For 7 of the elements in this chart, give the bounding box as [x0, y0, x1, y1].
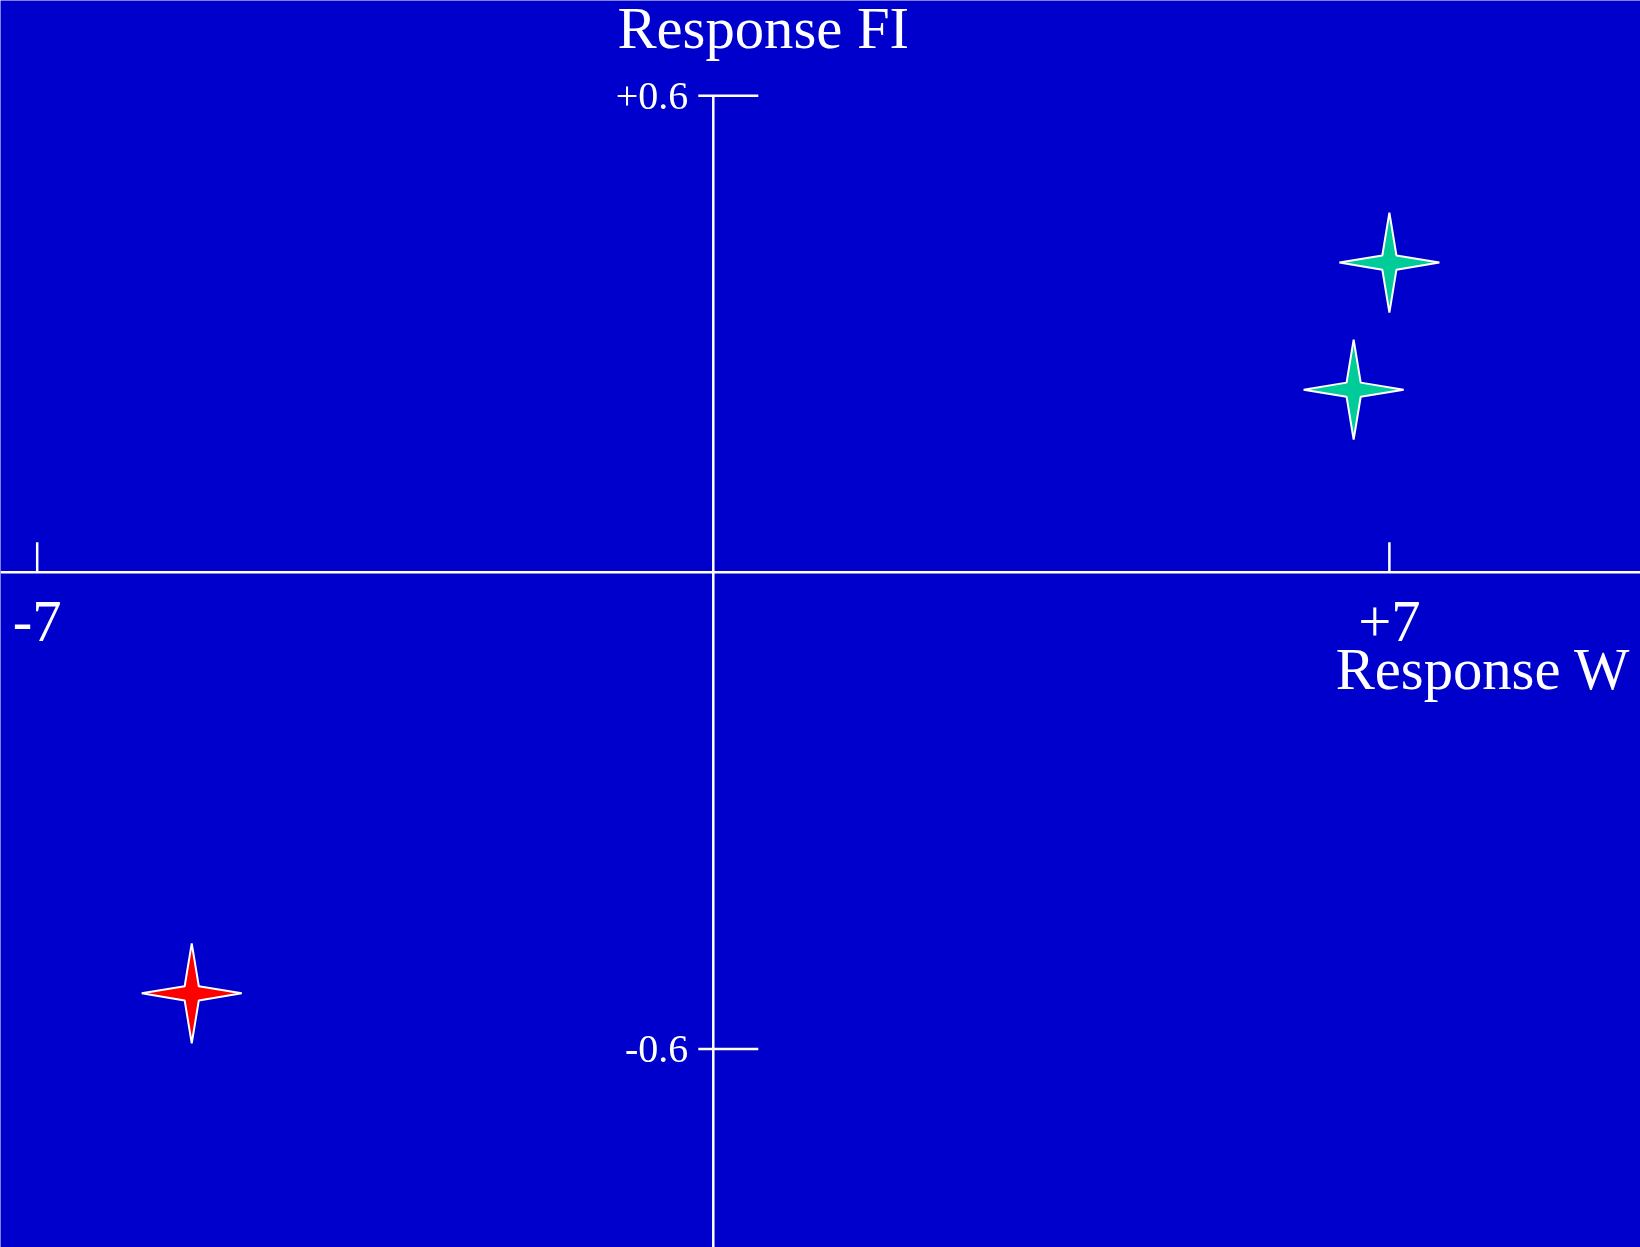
x-tick-label: -7 — [12, 589, 62, 655]
point — [1302, 338, 1405, 441]
point — [140, 942, 243, 1045]
y-tick-label: -0.6 — [624, 1025, 689, 1071]
point — [1338, 211, 1441, 314]
y-axis-title: Response FI — [617, 0, 910, 61]
y-tick-label: +0.6 — [615, 72, 689, 118]
